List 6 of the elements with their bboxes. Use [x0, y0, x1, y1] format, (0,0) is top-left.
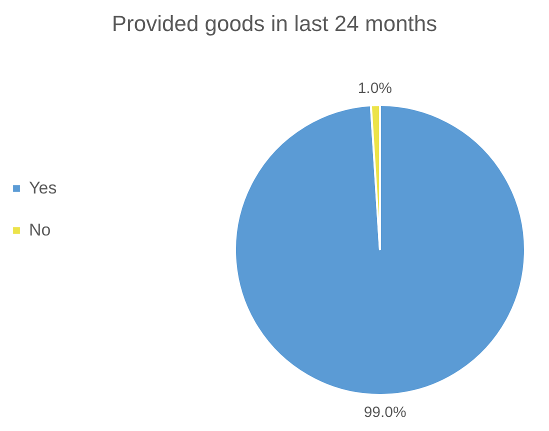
pie-slice [234, 104, 526, 396]
legend-label: Yes [29, 178, 57, 198]
legend-label: No [29, 220, 51, 240]
data-label: 1.0% [358, 80, 392, 98]
chart-title: Provided goods in last 24 months [112, 11, 438, 36]
data-label: 99.0% [364, 404, 406, 421]
